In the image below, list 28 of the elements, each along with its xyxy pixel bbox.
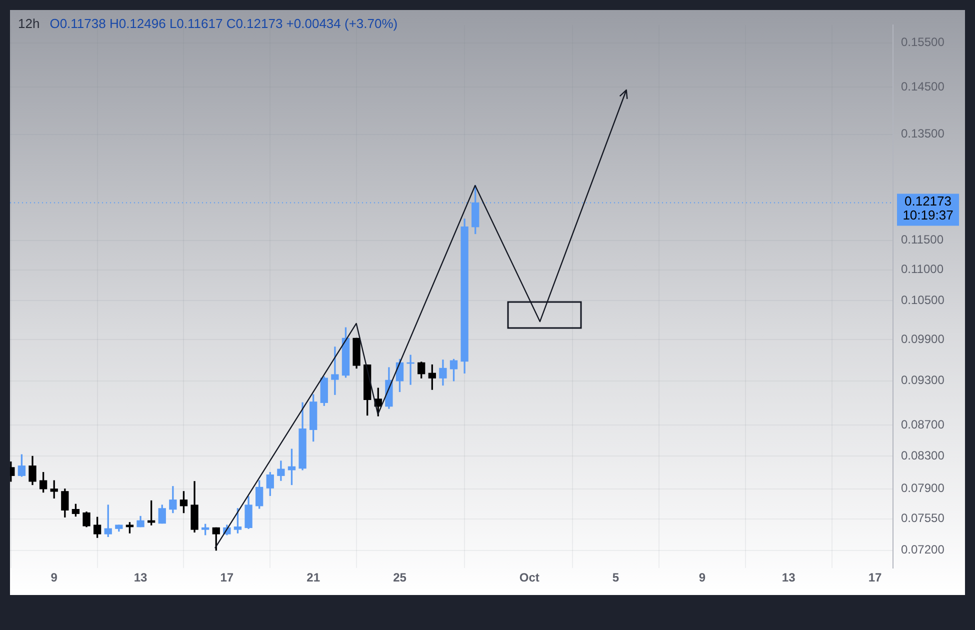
text: 10:19:37 bbox=[902, 207, 954, 222]
x-tick-label: 25 bbox=[393, 570, 407, 585]
y-tick-label: 0.15500 bbox=[901, 35, 945, 50]
y-tick-label: 0.07900 bbox=[901, 481, 945, 496]
y-tick-label: 0.07200 bbox=[901, 542, 945, 557]
y-tick-label: 0.10500 bbox=[901, 292, 945, 307]
ref-line-label: 0.12173 bbox=[904, 193, 952, 208]
chart-subtitle: O0.11738 H0.12496 L0.11617 C0.12173 +0.00434 (+3.70%) bbox=[50, 16, 398, 31]
y-tick-label: 0.11000 bbox=[901, 262, 944, 276]
y-tick-label: 0.09900 bbox=[901, 332, 945, 346]
y-tick-label: 0.08300 bbox=[901, 448, 945, 463]
x-tick-label: 9 bbox=[50, 570, 58, 585]
x-tick-label: 17 bbox=[868, 570, 882, 585]
x-tick-label: Oct bbox=[519, 570, 540, 585]
y-tick-label: 0.13500 bbox=[901, 126, 945, 141]
x-tick-label: 21 bbox=[306, 570, 320, 585]
x-tick-label: 5 bbox=[612, 570, 620, 585]
chart-title: 12h bbox=[18, 16, 40, 31]
x-tick-label: 17 bbox=[220, 570, 234, 585]
x-tick-label: 13 bbox=[782, 570, 796, 585]
y-tick-label: 0.14500 bbox=[901, 79, 945, 94]
y-tick-label: 0.09300 bbox=[901, 373, 945, 388]
candlestick bbox=[331, 346, 339, 395]
x-tick-label: 9 bbox=[698, 570, 706, 585]
x-tick-label: 13 bbox=[134, 570, 148, 585]
y-tick-label: 0.11500 bbox=[901, 232, 944, 247]
y-tick-label: 0.08700 bbox=[901, 417, 945, 432]
y-tick-label: 0.07550 bbox=[901, 511, 945, 526]
